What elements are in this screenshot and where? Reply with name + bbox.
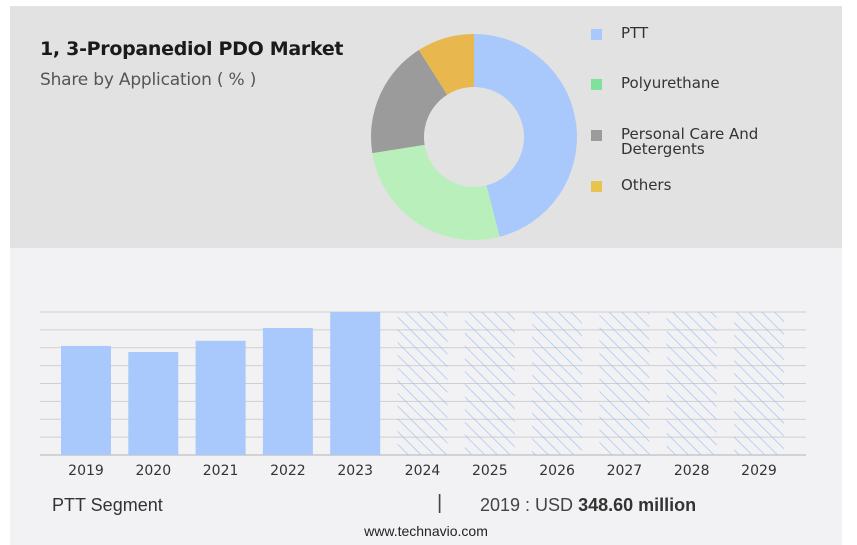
legend-item: Others — [591, 176, 791, 193]
bar-2020 — [128, 352, 179, 455]
bar-2023 — [330, 312, 381, 455]
value-prefix: 2019 : USD — [480, 495, 574, 515]
legend-label: Others — [621, 176, 672, 194]
forecast-bar-2028 — [666, 312, 717, 455]
x-tick-label: 2024 — [405, 463, 441, 479]
legend-label: Polyurethane — [621, 74, 720, 92]
legend-swatch — [591, 130, 602, 141]
x-tick-label: 2029 — [741, 463, 777, 479]
legend-label: PTT — [621, 24, 649, 42]
donut-slice-personal-care-and-detergents — [371, 50, 448, 154]
bottom-panel: 2019 2020 2021 2022 2023 2024 2025 2026 2027 2028… — [10, 248, 842, 545]
donut-slice-others — [418, 34, 474, 95]
bar-chart: 2019 2020 2021 2022 2023 2024 2025 2026 2027 2028… — [40, 311, 806, 479]
legend-label: Personal Care And Detergents — [621, 125, 759, 158]
legend-swatch — [591, 29, 602, 40]
x-tick-label: 2020 — [135, 463, 171, 479]
bar-2022 — [262, 327, 313, 455]
x-tick-label: 2019 — [68, 463, 104, 479]
page-title: 1, 3-Propanediol PDO Market — [40, 38, 344, 60]
chart-subtitle: Share by Application ( % ) — [40, 70, 257, 90]
donut-chart — [371, 34, 577, 240]
x-tick-label: 2021 — [203, 463, 239, 479]
donut-slice-ptt — [474, 34, 577, 237]
forecast-bar-2025 — [464, 312, 515, 455]
donut-slice-polyurethane — [372, 144, 500, 240]
x-tick-label: 2026 — [539, 463, 575, 479]
forecast-bar-2027 — [599, 312, 650, 455]
value-amount: 348.60 million — [578, 495, 697, 515]
forecast-bar-2026 — [532, 312, 583, 455]
legend-item: Polyurethane — [591, 74, 791, 91]
footer-separator: | — [437, 492, 443, 514]
website-link[interactable]: www.technavio.com — [364, 523, 488, 539]
top-panel: 1, 3-Propanediol PDO Market Share by App… — [10, 6, 842, 248]
forecast-bar-2029 — [734, 312, 784, 455]
x-tick-label: 2022 — [270, 463, 306, 479]
forecast-bar-2024 — [397, 312, 448, 455]
legend-swatch — [591, 79, 602, 90]
x-tick-label: 2028 — [674, 463, 710, 479]
x-tick-label: 2025 — [472, 463, 508, 479]
x-tick-label: 2023 — [337, 463, 373, 479]
bar-2019 — [61, 345, 111, 455]
segment-label: PTT Segment — [52, 495, 163, 515]
legend-item: PTT — [591, 24, 791, 41]
legend-item: Personal Care And Detergents — [591, 125, 791, 157]
legend-swatch — [591, 181, 602, 192]
segment-value: 2019 : USD 348.60 million — [480, 495, 696, 516]
bar-2021 — [195, 340, 246, 455]
x-tick-label: 2027 — [607, 463, 643, 479]
